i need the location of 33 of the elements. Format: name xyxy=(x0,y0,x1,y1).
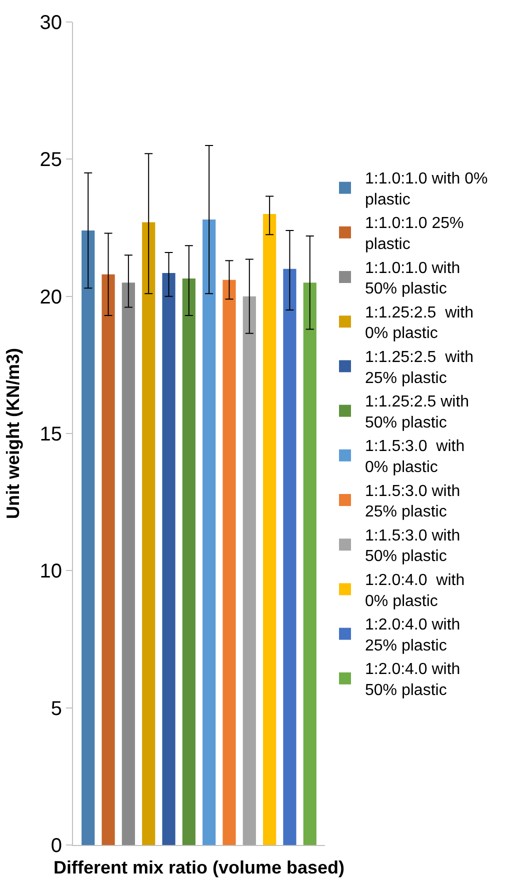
y-tick-label: 0 xyxy=(50,835,62,857)
legend-label: 1:2.0:4.0 with 25% plastic xyxy=(365,616,460,654)
bar xyxy=(303,282,316,845)
legend-label: 1:1.5:3.0 with 50% plastic xyxy=(365,527,460,566)
legend-label: 1:1.25:2.5 with 50% plastic xyxy=(365,394,470,432)
legend-label: 1:1.5:3.0 with 0% plastic xyxy=(365,438,465,476)
y-tick-label: 15 xyxy=(40,424,62,446)
legend-label: 1:2.0:4.0 with 0% plastic xyxy=(365,572,465,610)
bar xyxy=(242,296,256,845)
x-axis-title: Different mix ratio (volume based) xyxy=(53,857,345,878)
bar xyxy=(82,230,95,845)
legend-label: 1:1.0:1.0 with 0% plastic xyxy=(365,170,488,208)
y-tick-label: 25 xyxy=(40,149,62,172)
legend-label: 1:1.0:1.0 with 50% plastic xyxy=(365,260,460,298)
bar xyxy=(182,278,196,845)
legend-label: 1:1.0:1.0 25% plastic xyxy=(365,215,464,254)
legend-label: 1:1.25:2.5 with 0% plastic xyxy=(365,304,474,342)
bar xyxy=(202,220,216,845)
y-axis-title: Unit weight (KN/m3) xyxy=(2,348,23,519)
bar xyxy=(263,214,276,845)
bar xyxy=(122,282,135,845)
bar xyxy=(222,280,236,845)
bar xyxy=(142,222,156,845)
y-tick-label: 5 xyxy=(50,698,62,720)
legend-label: 1:1.25:2.5 with 25% plastic xyxy=(365,349,474,387)
y-tick-label: 20 xyxy=(40,286,62,308)
legend-label: 1:2.0:4.0 with 50% plastic xyxy=(365,661,460,700)
y-tick-label: 10 xyxy=(40,560,62,583)
bar xyxy=(102,274,115,845)
bar xyxy=(162,273,176,845)
legend-label: 1:1.5:3.0 with 25% plastic xyxy=(365,482,460,521)
y-tick-label: 30 xyxy=(40,12,62,34)
bar xyxy=(283,268,296,845)
